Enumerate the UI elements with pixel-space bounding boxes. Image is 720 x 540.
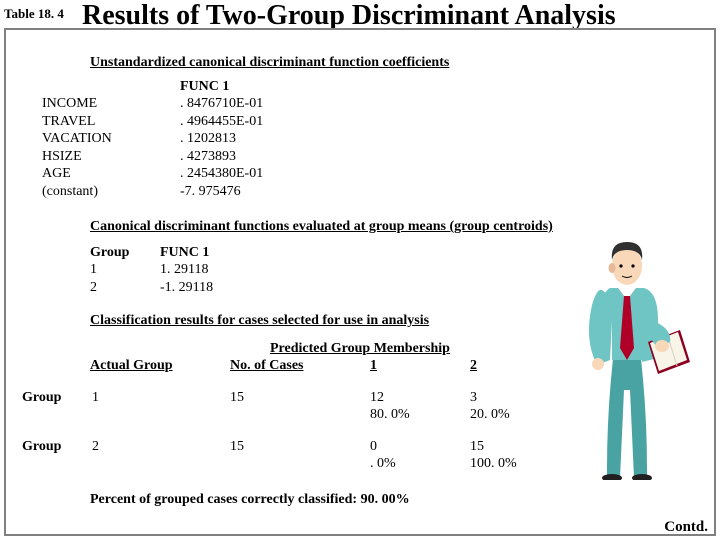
- col-one-header: 1: [370, 357, 470, 375]
- coef-value: . 4964455E-01: [180, 113, 263, 131]
- pred-one: 0 . 0%: [370, 438, 470, 473]
- coef-label: TRAVEL: [10, 113, 180, 131]
- coef-label: AGE: [10, 165, 180, 183]
- centroid-value: -1. 29118: [160, 279, 213, 297]
- businessman-figure-icon: [562, 230, 692, 480]
- continued-label: Contd.: [664, 519, 708, 536]
- table-label: Table 18. 4: [4, 6, 64, 22]
- coef-row: TRAVEL. 4964455E-01: [10, 113, 710, 131]
- pred-pct: 20. 0%: [470, 406, 570, 424]
- coef-label: VACATION: [10, 130, 180, 148]
- coef-value: . 8476710E-01: [180, 95, 263, 113]
- group-label: Group: [10, 389, 92, 424]
- pred-count: 12: [370, 389, 470, 407]
- pred-count: 3: [470, 389, 570, 407]
- coef-value: . 4273893: [180, 148, 236, 166]
- centroid-group-header: Group: [90, 244, 160, 262]
- centroid-group: 1: [90, 261, 160, 279]
- col-two-header: 2: [470, 357, 570, 375]
- coef-value: . 1202813: [180, 130, 236, 148]
- ncases-header: No. of Cases: [230, 357, 370, 375]
- pred-two: 15 100. 0%: [470, 438, 570, 473]
- coef-value: . 2454380E-01: [180, 165, 263, 183]
- pred-count: 0: [370, 438, 470, 456]
- ncases-value: 15: [230, 389, 370, 424]
- percent-correct-line: Percent of grouped cases correctly class…: [90, 491, 710, 509]
- coef-value: -7. 975476: [180, 183, 241, 201]
- pred-pct: 100. 0%: [470, 455, 570, 473]
- centroid-group: 2: [90, 279, 160, 297]
- actual-group-value: 2: [92, 438, 230, 473]
- pred-count: 15: [470, 438, 570, 456]
- coef-row: HSIZE. 4273893: [10, 148, 710, 166]
- actual-group-header: Actual Group: [90, 357, 230, 375]
- coef-row: INCOME. 8476710E-01: [10, 95, 710, 113]
- pred-two: 3 20. 0%: [470, 389, 570, 424]
- coef-label: INCOME: [10, 95, 180, 113]
- coef-label: HSIZE: [10, 148, 180, 166]
- group-label: Group: [10, 438, 92, 473]
- pred-pct: . 0%: [370, 455, 470, 473]
- pred-pct: 80. 0%: [370, 406, 470, 424]
- coef-row: VACATION. 1202813: [10, 130, 710, 148]
- pred-one: 12 80. 0%: [370, 389, 470, 424]
- func-column-header: FUNC 1: [180, 78, 710, 96]
- section1-heading: Unstandardized canonical discriminant fu…: [90, 54, 710, 72]
- coef-row: (constant)-7. 975476: [10, 183, 710, 201]
- centroid-value: 1. 29118: [160, 261, 208, 279]
- actual-group-value: 1: [92, 389, 230, 424]
- ncases-value: 15: [230, 438, 370, 473]
- coef-row: AGE. 2454380E-01: [10, 165, 710, 183]
- coef-label: (constant): [10, 183, 180, 201]
- centroid-func-header: FUNC 1: [160, 244, 209, 262]
